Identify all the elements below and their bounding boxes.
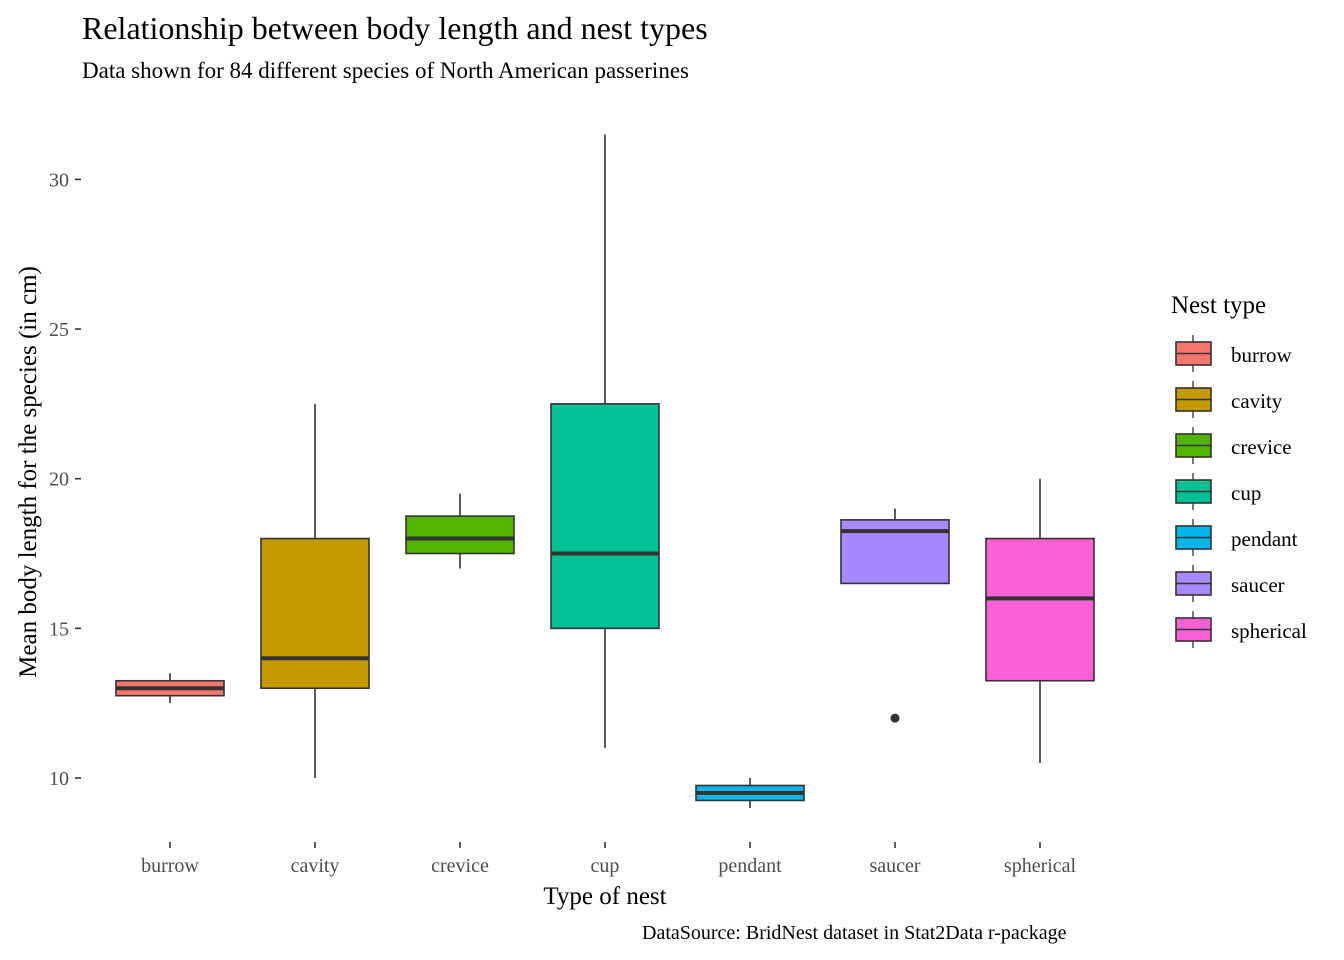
legend-label: cavity — [1231, 389, 1283, 413]
legend-item-burrow: burrow — [1175, 335, 1292, 372]
box-body — [405, 515, 515, 555]
box-body — [260, 537, 370, 690]
y-axis: 10 15 20 25 30 — [49, 169, 81, 790]
x-tick-label: crevice — [431, 855, 489, 877]
legend-item-cup: cup — [1175, 473, 1261, 510]
x-axis-label: Type of nest — [543, 883, 666, 910]
box-pendant — [695, 778, 805, 808]
legend-item-pendant: pendant — [1175, 519, 1298, 556]
y-axis-label: Mean body length for the species (in cm) — [15, 266, 42, 678]
box-crevice — [405, 493, 515, 569]
box-saucer — [840, 508, 950, 723]
legend-label: spherical — [1231, 619, 1307, 643]
box-burrow — [115, 673, 225, 704]
legend-title: Nest type — [1171, 292, 1266, 319]
legend-label: cup — [1231, 481, 1261, 505]
legend-item-saucer: saucer — [1175, 565, 1285, 602]
y-tick-label: 25 — [49, 319, 69, 341]
box-body — [550, 403, 660, 630]
x-tick-label: pendant — [718, 855, 782, 877]
x-tick-label: cup — [591, 855, 620, 877]
outlier-point — [890, 713, 900, 723]
y-tick-label: 20 — [49, 469, 69, 491]
x-tick-label: cavity — [291, 855, 340, 877]
x-axis: burrow cavity crevice cup pendant saucer spher… — [141, 842, 1077, 877]
legend-item-crevice: crevice — [1175, 427, 1292, 464]
x-tick-label: spherical — [1004, 855, 1077, 877]
y-tick-label: 10 — [49, 768, 69, 790]
y-tick-label: 30 — [49, 169, 69, 191]
legend-label: saucer — [1231, 573, 1285, 597]
legend-item-spherical: spherical — [1175, 611, 1307, 648]
boxes — [115, 134, 1095, 808]
box-cavity — [260, 403, 370, 778]
box-body — [985, 537, 1095, 682]
chart-title: Relationship between body length and nes… — [82, 10, 708, 46]
legend-item-cavity: cavity — [1175, 381, 1283, 418]
legend: Nest type burrow cavity crevice cup pendant s… — [1171, 292, 1307, 648]
chart-caption: DataSource: BridNest dataset in Stat2Dat… — [642, 922, 1067, 944]
y-tick-label: 15 — [49, 618, 69, 640]
legend-label: crevice — [1231, 435, 1292, 459]
legend-label: pendant — [1231, 527, 1298, 551]
legend-label: burrow — [1231, 343, 1292, 367]
chart-subtitle: Data shown for 84 different species of N… — [82, 58, 689, 83]
box-spherical — [985, 478, 1095, 764]
x-tick-label: burrow — [141, 855, 199, 877]
box-cup — [550, 134, 660, 749]
x-tick-label: saucer — [869, 855, 920, 877]
